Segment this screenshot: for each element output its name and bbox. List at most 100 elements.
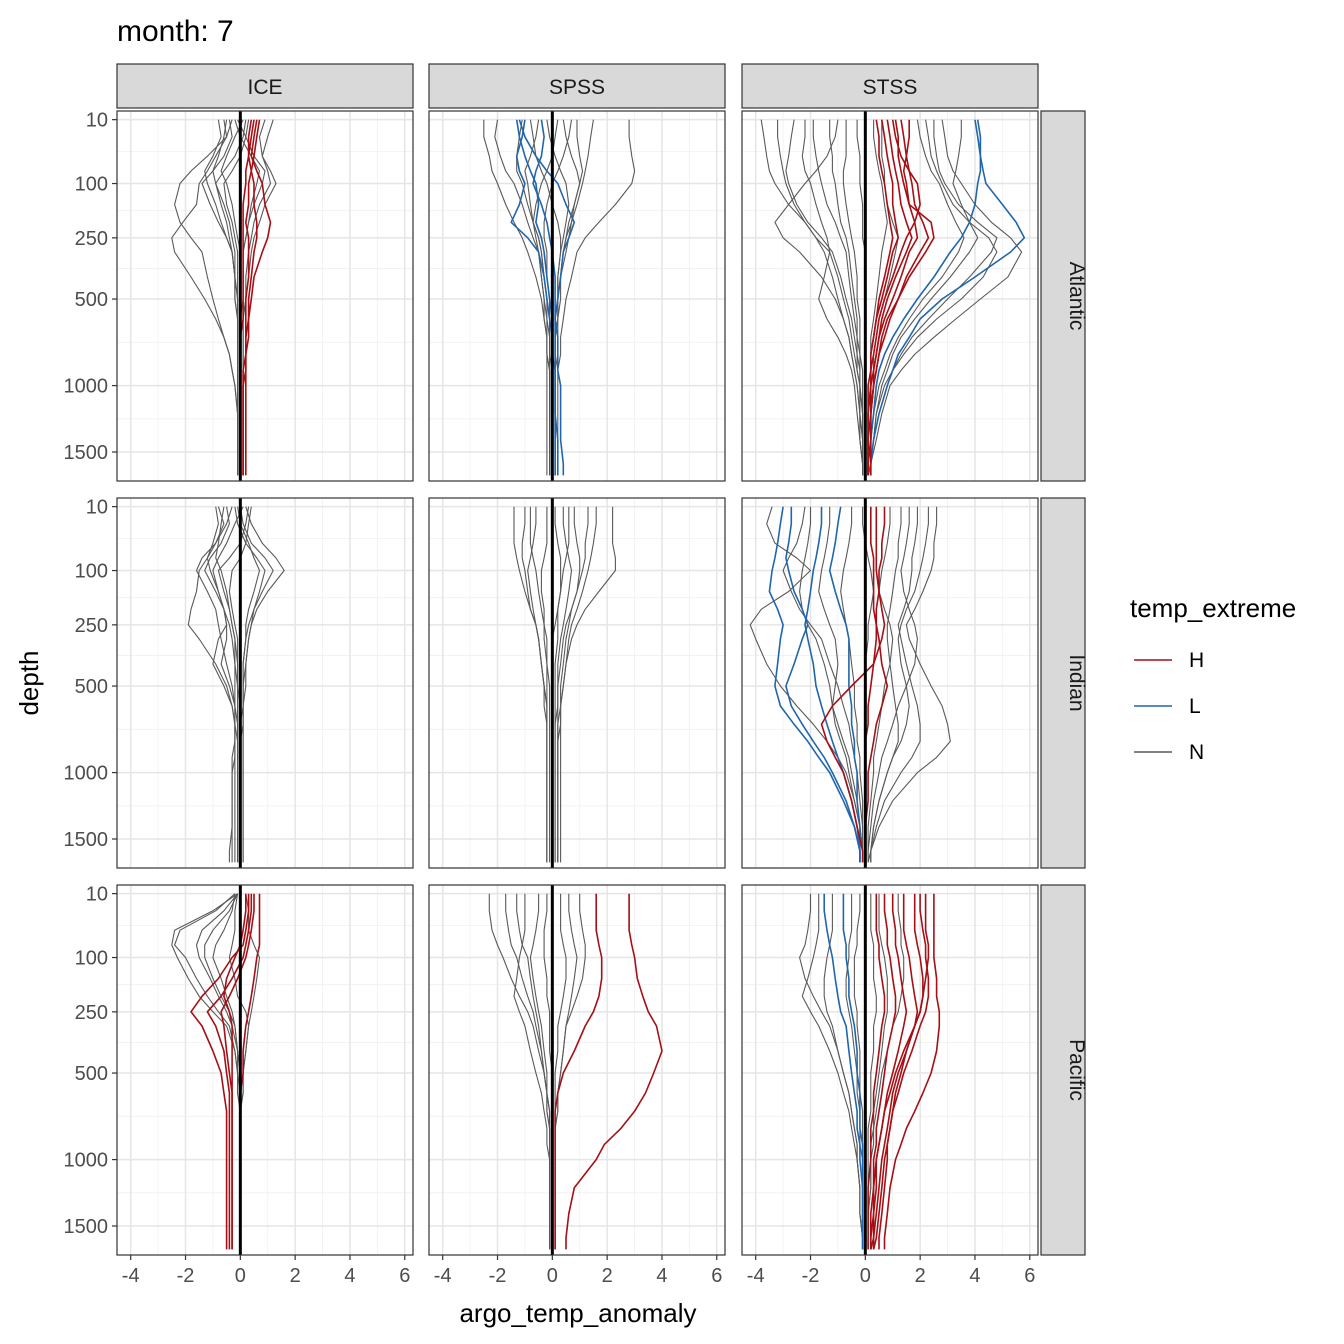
panel-border [741, 884, 1039, 1256]
profile-line-h [206, 893, 253, 1250]
x-tick-label: 2 [290, 1265, 301, 1287]
profile-line-l [842, 893, 864, 1250]
profile-line-h [867, 119, 935, 476]
x-tick-label: -4 [434, 1265, 452, 1287]
facet-strip-indian [1040, 497, 1086, 869]
profile-line-h [872, 893, 919, 1250]
y-tick-label: 1500 [64, 442, 109, 464]
profile-line-l [867, 119, 1026, 476]
profile-line-n [782, 506, 864, 863]
profile-line-h [820, 506, 886, 863]
profile-line-n [516, 893, 551, 1250]
x-tick-label: -2 [177, 1265, 195, 1287]
x-tick-label: 6 [711, 1265, 722, 1287]
panel-indian-ice: 10 100 250 500 1000 1500 [64, 497, 414, 869]
panel-background [429, 498, 725, 868]
facet-strip-label: Indian [1065, 654, 1088, 711]
panel-background [429, 885, 725, 1255]
facet-strip-label: Atlantic [1065, 262, 1088, 331]
x-tick-label: -2 [802, 1265, 820, 1287]
profile-line-n [801, 119, 864, 476]
y-tick-label: 100 [75, 948, 108, 970]
facet-strip-label: Pacific [1065, 1039, 1088, 1101]
y-tick-label: 250 [75, 228, 108, 250]
x-tick-label: -2 [489, 1265, 507, 1287]
profile-line-n [524, 119, 548, 476]
profile-line-l [828, 506, 861, 863]
x-tick-label: 2 [602, 1265, 613, 1287]
facet-strip-atlantic [1040, 110, 1086, 482]
panel-pacific-spss: -4 -2 0 2 4 6 [428, 884, 726, 1287]
chart-title: month: 7 [117, 15, 234, 48]
x-tick-label: 0 [235, 1265, 246, 1287]
panel-pacific-ice: 10 100 250 500 1000 1500 -4 -2 0 2 4 6 [64, 884, 414, 1287]
profile-line-l [785, 506, 861, 863]
facet-strip-label: SPSS [549, 76, 605, 99]
profile-line-n [818, 506, 864, 863]
y-tick-label: 1000 [64, 376, 109, 398]
x-tick-label: 0 [860, 1265, 871, 1287]
profile-line-l [518, 119, 576, 476]
profile-line-l [768, 506, 861, 863]
x-tick-label: 2 [915, 1265, 926, 1287]
panel-background [742, 885, 1038, 1255]
panel-border [116, 110, 414, 482]
y-tick-label: 1500 [64, 1216, 109, 1238]
panel-pacific-stss: -4 -2 0 2 4 6 [741, 884, 1039, 1287]
y-tick-label: 1000 [64, 1150, 109, 1172]
profile-line-n [774, 119, 864, 476]
profile-line-n [867, 893, 905, 1250]
y-tick-label: 1500 [64, 829, 109, 851]
profile-line-h [554, 893, 603, 1250]
profile-line-n [540, 506, 551, 863]
legend-label-n: N [1189, 741, 1204, 764]
profile-line-n [557, 119, 636, 476]
facet-strip-pacific [1040, 884, 1086, 1256]
profile-line-h [242, 119, 261, 476]
legend-label-l: L [1189, 695, 1201, 718]
profile-line-n [867, 506, 894, 863]
panel-indian-spss [428, 497, 726, 869]
facet-strip-label: ICE [247, 76, 282, 99]
profile-line-n [840, 506, 864, 863]
y-tick-label: 250 [75, 615, 108, 637]
x-tick-label: -4 [122, 1265, 140, 1287]
profile-line-h [864, 506, 889, 863]
profile-line-n [870, 506, 951, 863]
profile-line-n [557, 506, 581, 863]
profile-line-h [565, 893, 663, 1250]
x-tick-label: 4 [656, 1265, 667, 1287]
facet-strip-stss [741, 63, 1039, 109]
x-tick-label: 0 [547, 1265, 558, 1287]
profile-line-n [870, 506, 921, 863]
y-tick-label: 10 [86, 110, 108, 132]
panel-atlantic-ice: 10 100 250 500 1000 1500 [64, 110, 414, 482]
y-tick-label: 10 [86, 884, 108, 906]
profile-line-n [867, 119, 979, 476]
legend: temp_extreme HLN [1130, 593, 1296, 764]
legend-title: temp_extreme [1130, 593, 1296, 623]
panel-border [741, 497, 1039, 869]
profile-line-l [869, 119, 982, 476]
x-tick-label: 6 [1024, 1265, 1035, 1287]
panel-indian-stss [741, 497, 1039, 869]
profile-line-h [883, 893, 941, 1250]
facet-panels: ICE SPSS STSSAtlanticIndianPacific10100250… [64, 63, 1088, 1287]
profile-line-n [529, 506, 548, 863]
facet-strip-label: STSS [863, 76, 918, 99]
profile-line-h [869, 893, 924, 1250]
panel-background [429, 111, 725, 481]
panel-border [116, 884, 414, 1256]
profile-line-n [554, 506, 562, 863]
panel-background [117, 885, 413, 1255]
profile-line-n [867, 119, 1023, 476]
y-tick-label: 500 [75, 1063, 108, 1085]
facet-strip-ice [116, 63, 414, 109]
profile-line-l [532, 119, 565, 476]
profile-line-n [842, 119, 864, 476]
y-tick-label: 1000 [64, 763, 109, 785]
y-tick-label: 500 [75, 676, 108, 698]
panel-border [428, 497, 726, 869]
x-tick-label: 4 [344, 1265, 355, 1287]
profile-line-n [867, 506, 929, 863]
